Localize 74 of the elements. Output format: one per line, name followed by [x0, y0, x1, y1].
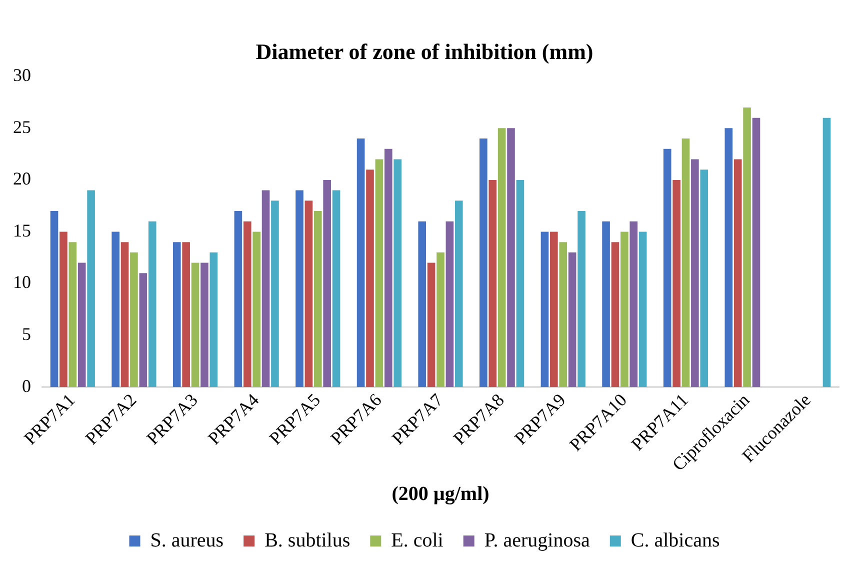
chart-title: Diameter of zone of inhibition (mm)	[256, 38, 594, 64]
bar	[446, 221, 454, 388]
bar	[663, 148, 672, 388]
bar	[50, 211, 58, 388]
bar	[630, 221, 638, 388]
bar	[191, 262, 200, 388]
bar	[60, 232, 68, 388]
bar	[394, 159, 402, 388]
bar	[234, 211, 242, 388]
bar	[734, 159, 742, 388]
bar	[691, 159, 699, 388]
legend-label: C. albicans	[630, 529, 720, 552]
y-tick-label: 10	[13, 272, 31, 292]
bar	[332, 190, 340, 388]
bar	[323, 180, 331, 388]
bar	[304, 200, 313, 388]
bar	[252, 232, 260, 388]
bar	[120, 242, 129, 388]
bar	[366, 170, 374, 388]
y-tick-label: 30	[13, 65, 31, 86]
bar	[638, 232, 647, 388]
bar	[724, 128, 733, 388]
bar	[568, 252, 576, 388]
bar	[87, 190, 95, 388]
bar	[620, 232, 628, 388]
bar	[488, 180, 497, 388]
x-axis-title: (200 µg/ml)	[392, 483, 490, 506]
bar	[682, 138, 690, 388]
bar	[743, 107, 751, 388]
bar	[672, 180, 680, 388]
bar	[516, 180, 524, 388]
bar	[130, 252, 138, 388]
bar	[384, 148, 392, 388]
bar	[507, 128, 515, 388]
bar	[356, 138, 365, 388]
y-tick-label: 5	[22, 324, 31, 344]
bar	[436, 252, 444, 388]
legend-label: B. subtilus	[264, 529, 350, 552]
y-tick-label: 20	[13, 168, 31, 189]
bar	[262, 190, 270, 388]
bar	[200, 262, 208, 388]
bar	[78, 262, 86, 388]
bar	[68, 242, 77, 388]
bar	[602, 221, 610, 388]
bar	[112, 232, 120, 388]
bar	[418, 221, 426, 388]
bar	[427, 262, 436, 388]
bar	[700, 170, 708, 388]
legend-label: P. aeruginosa	[484, 529, 590, 552]
bar	[172, 242, 181, 388]
legend-label: S. aureus	[150, 529, 224, 552]
bar	[375, 159, 384, 388]
bar	[540, 232, 549, 388]
bar	[822, 118, 831, 388]
bar	[454, 200, 463, 388]
bar	[148, 221, 156, 388]
bar	[243, 221, 252, 388]
y-tick-label: 25	[13, 116, 31, 137]
bar	[578, 211, 586, 388]
bar	[559, 242, 568, 388]
bar	[296, 190, 304, 388]
bar	[498, 128, 506, 388]
bar	[550, 232, 558, 388]
bar	[480, 138, 488, 388]
bar	[210, 252, 218, 388]
bar	[752, 118, 760, 388]
legend-label: E. coli	[391, 529, 444, 552]
bar	[182, 242, 190, 388]
y-tick-label: 15	[13, 220, 31, 240]
bar	[611, 242, 620, 388]
bar	[314, 211, 322, 388]
bar	[139, 273, 148, 388]
y-tick-label: 0	[22, 376, 31, 396]
bar	[271, 200, 279, 388]
